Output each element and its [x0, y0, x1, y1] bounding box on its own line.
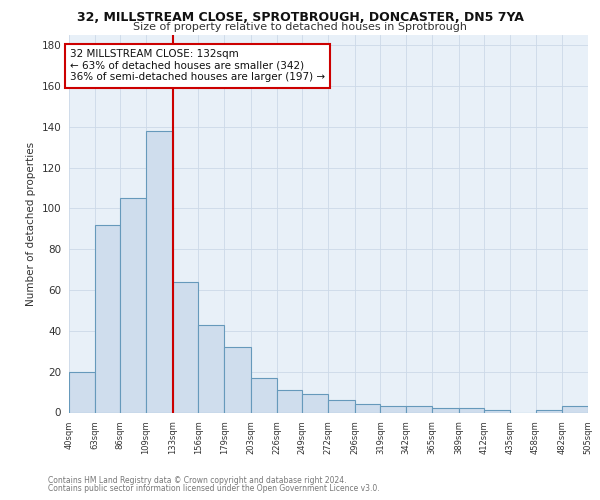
- Bar: [199, 325, 224, 412]
- Bar: [432, 408, 458, 412]
- Bar: [173, 282, 199, 412]
- Bar: [69, 372, 95, 412]
- Bar: [224, 347, 251, 412]
- Y-axis label: Number of detached properties: Number of detached properties: [26, 142, 36, 306]
- Bar: [562, 406, 588, 412]
- Text: Size of property relative to detached houses in Sprotbrough: Size of property relative to detached ho…: [133, 22, 467, 32]
- Bar: [146, 131, 173, 412]
- Text: 32, MILLSTREAM CLOSE, SPROTBROUGH, DONCASTER, DN5 7YA: 32, MILLSTREAM CLOSE, SPROTBROUGH, DONCA…: [77, 11, 523, 24]
- Bar: [277, 390, 302, 412]
- Bar: [380, 406, 406, 412]
- Bar: [406, 406, 432, 412]
- Bar: [458, 408, 484, 412]
- Bar: [95, 225, 121, 412]
- Bar: [355, 404, 380, 412]
- Bar: [328, 400, 355, 412]
- Bar: [121, 198, 146, 412]
- Bar: [536, 410, 562, 412]
- Bar: [251, 378, 277, 412]
- Text: Contains public sector information licensed under the Open Government Licence v3: Contains public sector information licen…: [48, 484, 380, 493]
- Bar: [302, 394, 328, 412]
- Text: Contains HM Land Registry data © Crown copyright and database right 2024.: Contains HM Land Registry data © Crown c…: [48, 476, 347, 485]
- Bar: [484, 410, 510, 412]
- Text: 32 MILLSTREAM CLOSE: 132sqm
← 63% of detached houses are smaller (342)
36% of se: 32 MILLSTREAM CLOSE: 132sqm ← 63% of det…: [70, 50, 325, 82]
